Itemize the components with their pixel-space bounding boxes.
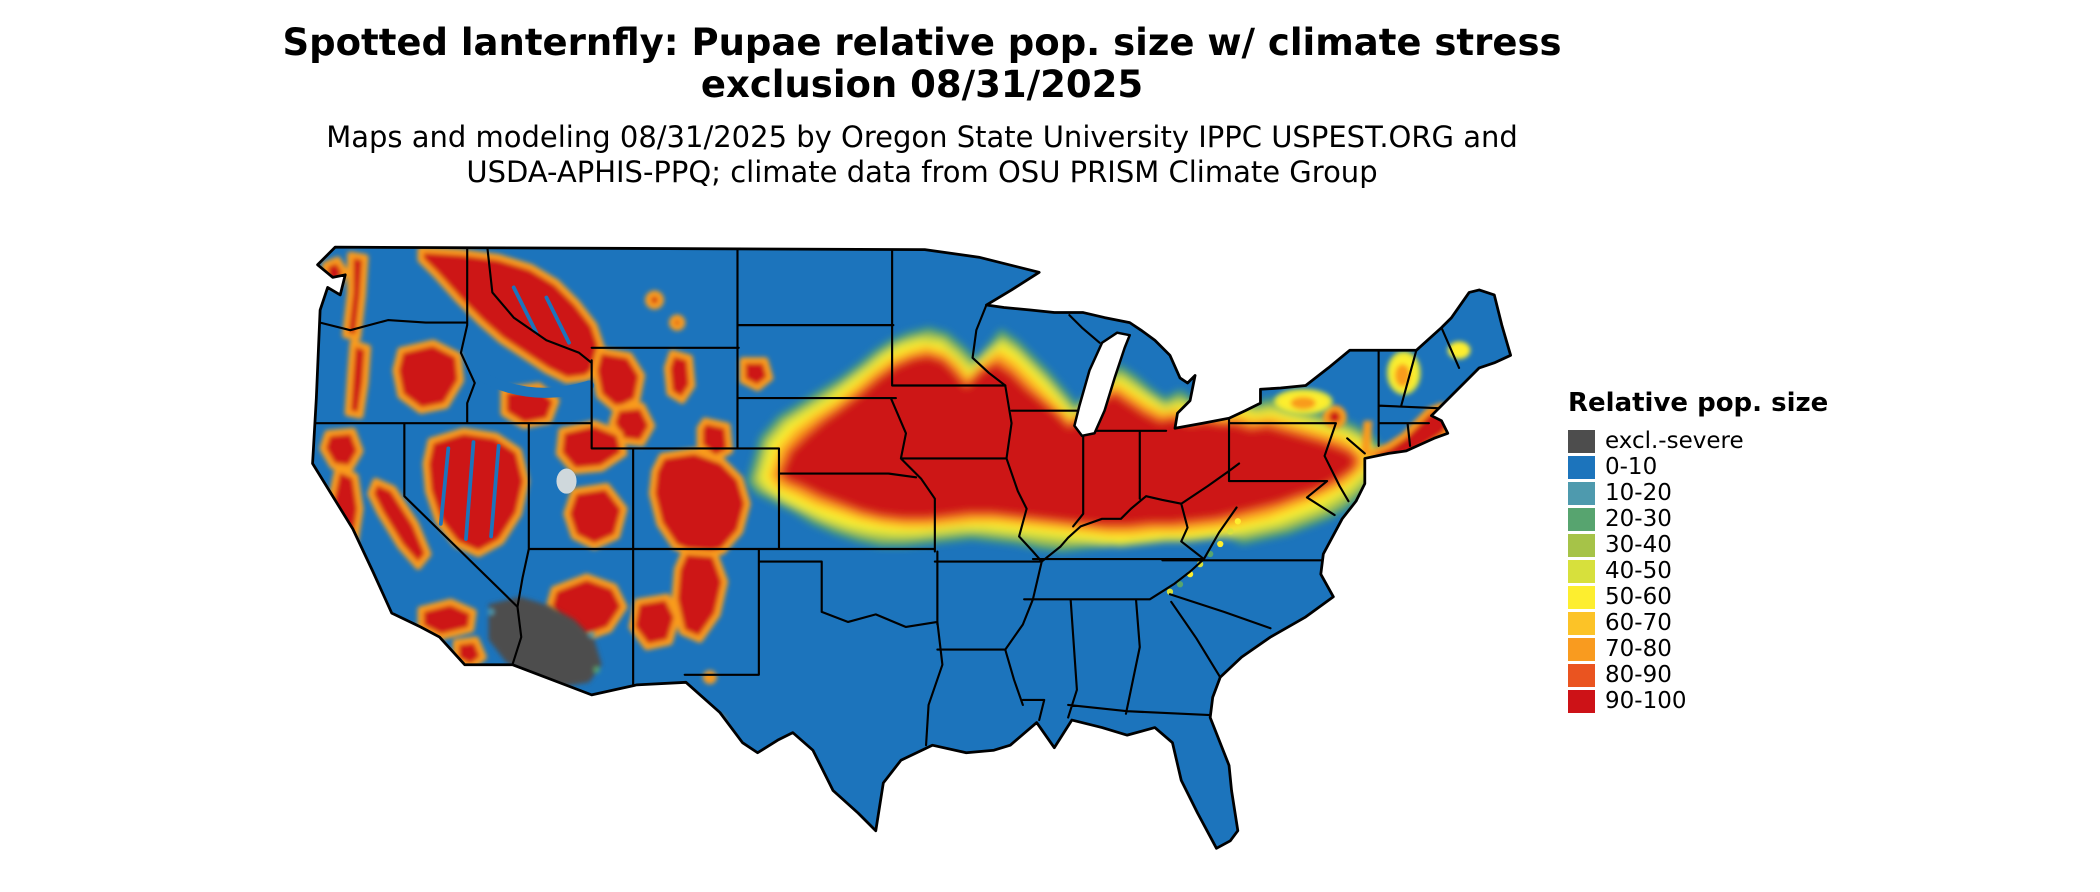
legend-item: 20-30 <box>1568 506 1888 532</box>
legend-swatch <box>1568 611 1595 635</box>
us-risk-map <box>300 222 1532 876</box>
lake-michigan <box>1073 331 1131 438</box>
legend-label: excl.-severe <box>1605 428 1744 454</box>
figure-subtitle: Maps and modeling 08/31/2025 by Oregon S… <box>0 120 1844 190</box>
legend-item: 60-70 <box>1568 610 1888 636</box>
legend-item: 80-90 <box>1568 662 1888 688</box>
legend-title: Relative pop. size <box>1568 388 1829 418</box>
page-title-line2: exclusion 08/31/2025 <box>700 63 1144 106</box>
legend-items: excl.-severe 0-10 10-20 20-30 30-40 40-50 50-6… <box>1568 428 1888 714</box>
legend-swatch <box>1568 689 1595 713</box>
legend-item: 50-60 <box>1568 584 1888 610</box>
legend-item: 70-80 <box>1568 636 1888 662</box>
legend-item: excl.-severe <box>1568 428 1888 454</box>
exclusion-severe-zone <box>487 596 602 688</box>
legend-item: 10-20 <box>1568 480 1888 506</box>
state-borders <box>312 247 1461 747</box>
legend-label: 40-50 <box>1605 558 1672 584</box>
us-outline <box>311 245 1513 850</box>
great-salt-lake <box>556 468 577 494</box>
new-england-high-risk-region <box>1273 341 1471 465</box>
legend-label: 70-80 <box>1605 636 1672 662</box>
legend-item: 90-100 <box>1568 688 1888 714</box>
legend-swatch <box>1568 507 1595 531</box>
legend-swatch <box>1568 455 1595 479</box>
subtitle-line2: USDA-APHIS-PPQ; climate data from OSU PR… <box>466 155 1378 189</box>
legend-swatch <box>1568 559 1595 583</box>
legend-swatch <box>1568 481 1595 505</box>
legend-swatch <box>1568 663 1595 687</box>
legend-swatch <box>1568 637 1595 661</box>
legend-label: 80-90 <box>1605 662 1672 688</box>
legend-label: 50-60 <box>1605 584 1672 610</box>
legend: Relative pop. size excl.-severe 0-10 10-20… <box>1568 388 1888 714</box>
page-title-line1: Spotted lanternfly: Pupae relative pop. … <box>282 21 1562 64</box>
risk-regions <box>312 247 1471 747</box>
legend-item: 30-40 <box>1568 532 1888 558</box>
legend-item: 0-10 <box>1568 454 1888 480</box>
us-map-svg <box>311 245 1513 850</box>
legend-label: 60-70 <box>1605 610 1672 636</box>
legend-label: 30-40 <box>1605 532 1672 558</box>
legend-swatch <box>1568 585 1595 609</box>
legend-label: 20-30 <box>1605 506 1672 532</box>
valley-low-risk-streaks <box>438 285 595 541</box>
legend-swatch <box>1568 429 1595 453</box>
subtitle-line1: Maps and modeling 08/31/2025 by Oregon S… <box>326 120 1518 154</box>
legend-swatch <box>1568 533 1595 557</box>
legend-label: 0-10 <box>1605 454 1658 480</box>
legend-item: 40-50 <box>1568 558 1888 584</box>
legend-label: 10-20 <box>1605 480 1672 506</box>
figure-header: Spotted lanternfly: Pupae relative pop. … <box>0 22 1844 190</box>
legend-label: 90-100 <box>1605 688 1687 714</box>
